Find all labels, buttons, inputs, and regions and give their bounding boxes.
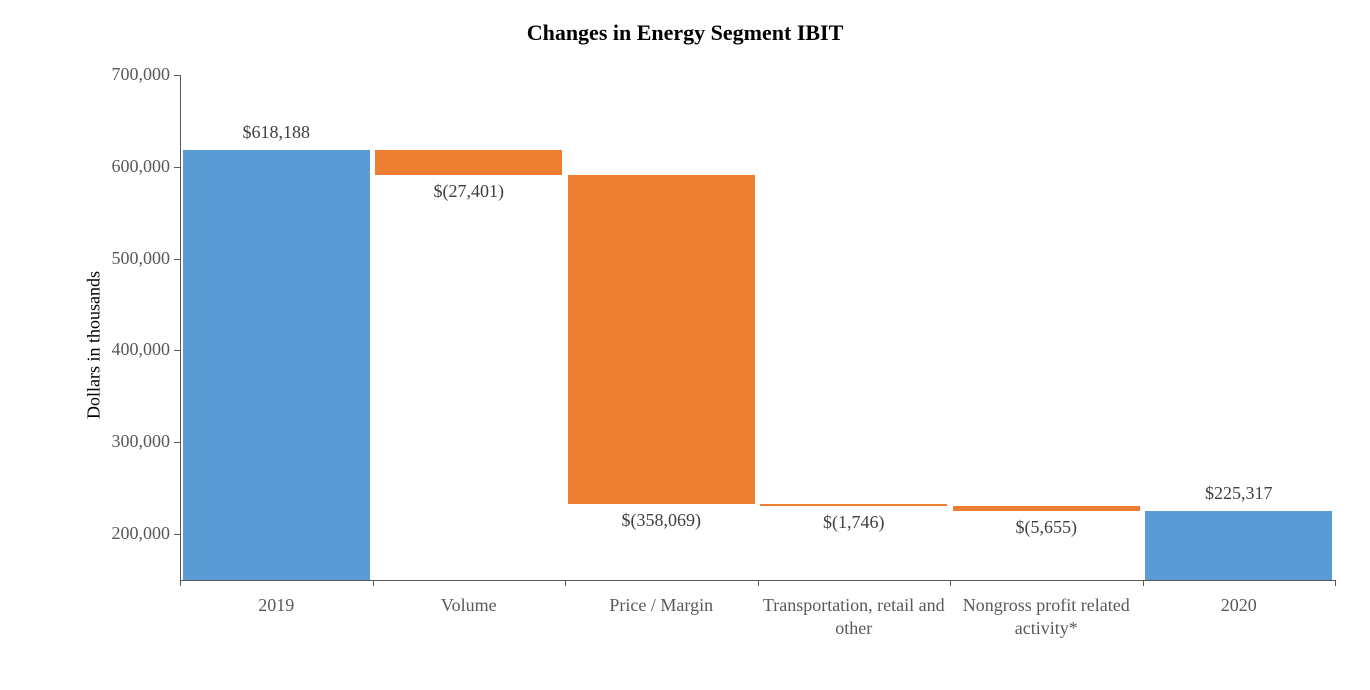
data-label-3: $(1,746) <box>758 512 951 533</box>
y-tick-label: 200,000 <box>80 523 170 544</box>
bar-5 <box>1145 511 1332 580</box>
y-tick-mark <box>174 534 180 535</box>
category-label-4: Nongross profit related activity* <box>954 594 1139 639</box>
x-tick-mark <box>180 580 181 586</box>
bar-1 <box>375 150 562 175</box>
x-tick-mark <box>565 580 566 586</box>
x-tick-mark <box>950 580 951 586</box>
y-tick-label: 300,000 <box>80 431 170 452</box>
y-axis-line <box>180 75 181 580</box>
x-tick-mark <box>758 580 759 586</box>
chart-title: Changes in Energy Segment IBIT <box>0 20 1370 46</box>
bar-4 <box>953 506 1140 511</box>
y-tick-label: 400,000 <box>80 339 170 360</box>
x-tick-mark <box>1335 580 1336 586</box>
data-label-0: $618,188 <box>180 122 373 143</box>
category-label-1: Volume <box>377 594 562 617</box>
y-tick-label: 700,000 <box>80 64 170 85</box>
bar-2 <box>568 175 755 504</box>
y-tick-mark <box>174 167 180 168</box>
plot-area: 200,000300,000400,000500,000600,000700,0… <box>180 75 1335 580</box>
data-label-1: $(27,401) <box>373 181 566 202</box>
category-label-3: Transportation, retail and other <box>762 594 947 639</box>
bar-3 <box>760 504 947 506</box>
waterfall-chart: Changes in Energy Segment IBIT Dollars i… <box>0 0 1370 690</box>
y-tick-mark <box>174 75 180 76</box>
data-label-5: $225,317 <box>1143 483 1336 504</box>
x-tick-mark <box>373 580 374 586</box>
category-label-0: 2019 <box>184 594 369 617</box>
data-label-4: $(5,655) <box>950 517 1143 538</box>
bar-0 <box>183 150 370 580</box>
x-tick-mark <box>1143 580 1144 586</box>
category-label-2: Price / Margin <box>569 594 754 617</box>
y-tick-label: 600,000 <box>80 156 170 177</box>
data-label-2: $(358,069) <box>565 510 758 531</box>
category-label-5: 2020 <box>1147 594 1332 617</box>
y-tick-mark <box>174 442 180 443</box>
y-tick-mark <box>174 350 180 351</box>
y-tick-mark <box>174 259 180 260</box>
y-tick-label: 500,000 <box>80 248 170 269</box>
